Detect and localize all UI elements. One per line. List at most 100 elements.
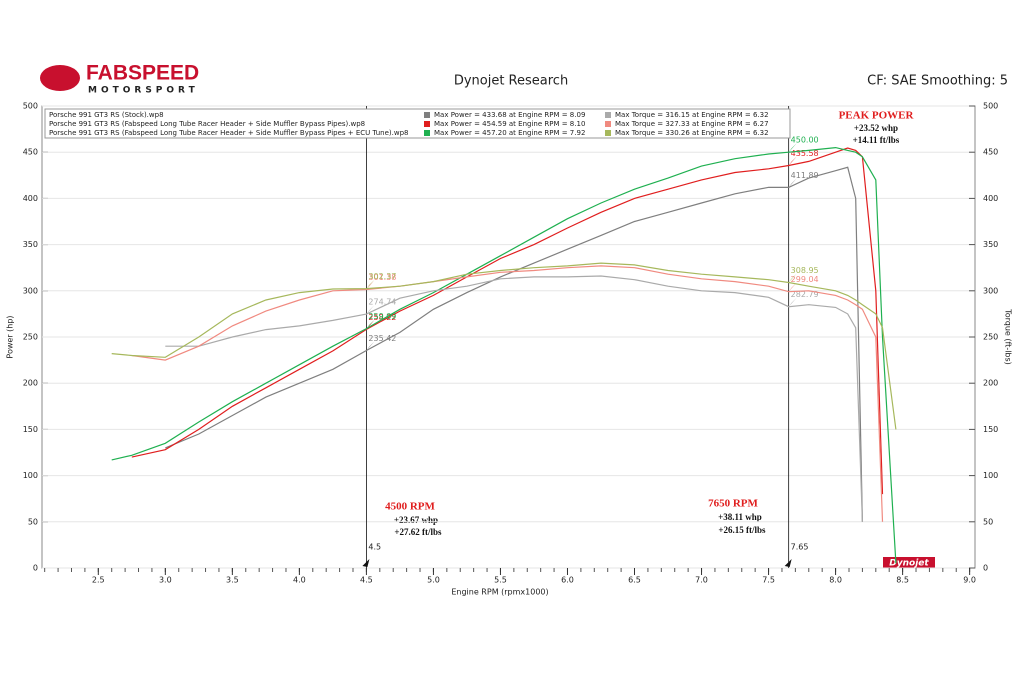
cursor-label: 7.65 <box>791 543 809 552</box>
annotation-title: 4500 RPM <box>385 501 435 513</box>
x-tick-label: 8.5 <box>896 576 909 585</box>
badge-bg <box>883 557 935 568</box>
cursor-value: 450.00 <box>791 136 819 145</box>
data-line <box>131 265 884 522</box>
chart-subtitle: CF: SAE Smoothing: 5 <box>867 74 1008 89</box>
y2-tick-label: 0 <box>983 564 988 573</box>
legend-label: Max Power = 433.68 at Engine RPM = 8.09 <box>434 111 585 119</box>
cursor-value: 302.37 <box>368 272 396 281</box>
y-tick-label: 450 <box>23 148 38 157</box>
y-tick-label: 300 <box>23 286 38 295</box>
y-tick-label: 500 <box>23 102 38 111</box>
cursor-value: 235.42 <box>368 334 396 343</box>
y2-tick-label: 150 <box>983 425 998 434</box>
y2-tick-label: 350 <box>983 240 998 249</box>
brand-name: FABSPEED <box>86 62 199 85</box>
data-line <box>165 275 863 522</box>
cursor-point <box>788 273 797 283</box>
cursor-value: 258.22 <box>368 313 396 322</box>
y-tick-label: 150 <box>23 425 38 434</box>
cursor-point <box>788 143 797 153</box>
annotation-line: +38.11 whp <box>718 512 762 522</box>
brand-logo-mark <box>40 65 80 91</box>
cursor-point <box>366 305 375 315</box>
cursor-value: 308.95 <box>791 266 819 275</box>
y-tick-label: 50 <box>28 517 38 526</box>
y-tick-label: 200 <box>23 379 38 388</box>
chart-title: Dynojet Research <box>454 74 568 89</box>
cursor-point <box>788 156 797 166</box>
legend-box <box>44 108 791 139</box>
x-tick-label: 2.5 <box>92 576 105 585</box>
legend-swatch <box>424 121 430 127</box>
x-tick-label: 7.0 <box>695 576 708 585</box>
y2-tick-label: 450 <box>983 148 998 157</box>
annotation-line: +27.62 ft/lbs <box>394 527 442 537</box>
cursor-value: 435.58 <box>791 149 819 158</box>
legend-swatch <box>605 121 611 127</box>
x-tick-label: 3.5 <box>226 576 239 585</box>
annotation-title: PEAK POWER <box>839 110 915 122</box>
legend-swatch <box>424 130 430 136</box>
brand-tagline: MOTORSPORT <box>88 86 199 96</box>
legend-swatch <box>605 112 611 118</box>
x-tick-label: 4.5 <box>360 576 373 585</box>
legend-run: Porsche 991 GT3 RS (Stock).wp8 <box>49 111 164 119</box>
x-tick-label: 5.5 <box>494 576 507 585</box>
data-line <box>165 166 863 522</box>
legend-label: Max Torque = 327.33 at Engine RPM = 6.27 <box>615 120 769 128</box>
x-tick-label: 9.0 <box>963 576 976 585</box>
x-tick-label: 7.5 <box>762 576 775 585</box>
legend-run: Porsche 991 GT3 RS (Fabspeed Long Tube R… <box>49 129 408 137</box>
x-tick-label: 4.0 <box>293 576 306 585</box>
x-tick-label: 5.0 <box>427 576 440 585</box>
y2-tick-label: 400 <box>983 194 998 203</box>
cursor-value: 282.79 <box>791 290 819 299</box>
cursor-value: 259.09 <box>368 312 396 321</box>
annotation-line: +26.15 ft/lbs <box>718 525 766 535</box>
y2-tick-label: 500 <box>983 102 998 111</box>
y-axis-title: Power (hp) <box>6 315 15 358</box>
cursor-point <box>788 178 797 188</box>
y2-tick-label: 50 <box>983 517 993 526</box>
legend-label: Max Power = 457.20 at Engine RPM = 7.92 <box>434 129 585 137</box>
cursor-point <box>366 319 375 329</box>
legend-label: Max Power = 454.59 at Engine RPM = 8.10 <box>434 120 585 128</box>
legend-swatch <box>424 112 430 118</box>
y2-axis-title: Torque (ft-lbs) <box>1004 308 1013 365</box>
cursor-value: 274.74 <box>368 298 396 307</box>
legend-label: Max Torque = 330.26 at Engine RPM = 6.32 <box>615 129 769 137</box>
cursor-point <box>366 280 375 290</box>
legend-run: Porsche 991 GT3 RS (Fabspeed Long Tube R… <box>49 120 365 128</box>
cursor-label: 4.5 <box>368 543 381 552</box>
data-line <box>131 147 884 495</box>
y2-tick-label: 200 <box>983 379 998 388</box>
cursor-point <box>788 297 797 307</box>
x-tick-label: 6.5 <box>628 576 641 585</box>
cursor-value: 301.38 <box>368 273 396 282</box>
y2-tick-label: 300 <box>983 286 998 295</box>
legend-swatch <box>605 130 611 136</box>
cursor-value: 299.04 <box>791 275 819 284</box>
x-axis-title: Engine RPM (rpmx1000) <box>451 588 548 597</box>
annotation-line: +23.67 whp <box>394 515 438 525</box>
x-tick-label: 8.0 <box>829 576 842 585</box>
data-line <box>111 262 897 430</box>
x-tick-label: 6.0 <box>561 576 574 585</box>
y2-tick-label: 100 <box>983 471 998 480</box>
y-tick-label: 100 <box>23 471 38 480</box>
legend-label: Max Torque = 316.15 at Engine RPM = 6.32 <box>615 111 769 119</box>
cursor-arrow <box>784 559 792 567</box>
annotation-title: 7650 RPM <box>708 498 758 510</box>
data-line <box>111 146 897 564</box>
badge: Dynojet <box>889 559 929 569</box>
cursor-arrow <box>362 559 370 567</box>
annotation-line: +23.52 whp <box>854 123 898 133</box>
x-tick-label: 3.0 <box>159 576 172 585</box>
y-tick-label: 400 <box>23 194 38 203</box>
annotation-line: +14.11 ft/lbs <box>853 135 900 145</box>
y-tick-label: 0 <box>33 564 38 573</box>
y-tick-label: 250 <box>23 333 38 342</box>
